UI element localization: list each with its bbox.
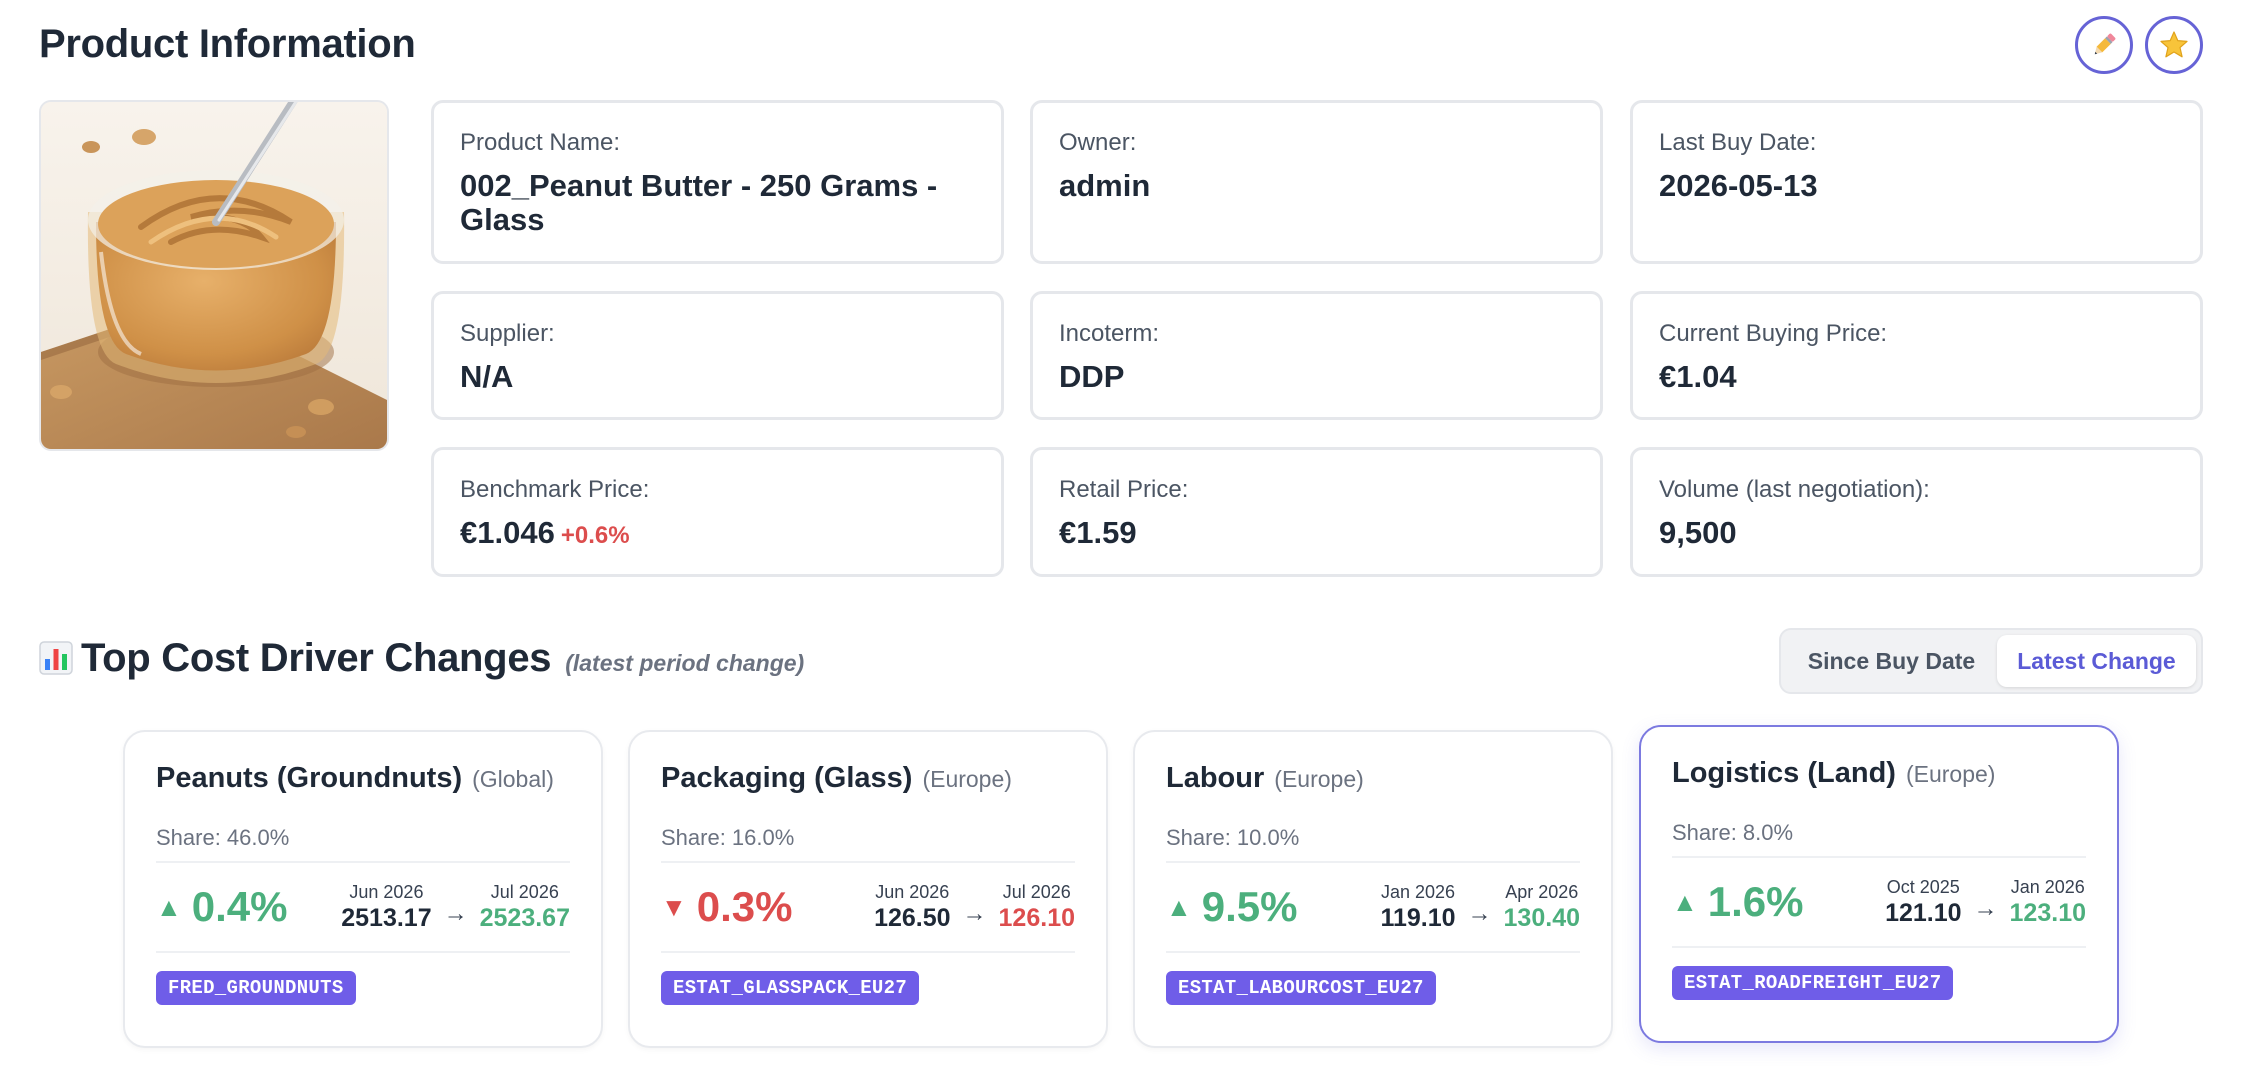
driver-name: Packaging (Glass) — [661, 762, 913, 794]
series-code-badge: ESTAT_LABOURCOST_EU27 — [1166, 971, 1436, 1005]
driver-change-value: 1.6% — [1707, 878, 1804, 925]
benchmark-price-delta: +0.6% — [560, 522, 630, 549]
from-value: 2513.17 — [341, 904, 432, 932]
driver-region: (Europe) — [1905, 761, 1996, 787]
current-buying-price-card: Current Buying Price: €1.04 — [1630, 291, 2203, 420]
edit-button[interactable] — [2075, 16, 2133, 74]
cost-drivers-title: Top Cost Driver Changes — [81, 636, 552, 680]
triangle-up-icon: ▲ — [156, 891, 182, 922]
from-period: Jun 2026 — [875, 882, 950, 902]
peanut-butter-jar-image — [41, 102, 387, 449]
driver-share: Share: 16.0% — [661, 825, 1075, 863]
to-period: Jan 2026 — [2010, 877, 2085, 897]
to-value: 123.10 — [2009, 899, 2086, 927]
from-value: 121.10 — [1885, 899, 1962, 927]
pencil-icon — [2089, 30, 2119, 60]
driver-card-packaging[interactable]: Packaging (Glass) (Europe) Share: 16.0% … — [628, 730, 1108, 1048]
series-code-badge: FRED_GROUNDNUTS — [156, 971, 356, 1005]
triangle-down-icon: ▼ — [661, 891, 687, 922]
arrow-right-icon: → — [1973, 895, 1998, 922]
last-buy-date-label: Last Buy Date: — [1659, 129, 1817, 156]
from-value: 119.10 — [1380, 904, 1456, 932]
volume-value: 9,500 — [1659, 515, 1737, 550]
product-name-label: Product Name: — [460, 129, 621, 156]
arrow-right-icon: → — [443, 900, 468, 927]
to-period: Jul 2026 — [490, 882, 559, 902]
cost-drivers-heading: Top Cost Driver Changes (latest period c… — [39, 636, 804, 681]
driver-change: ▲ 0.4% — [156, 883, 287, 931]
driver-region: (Global) — [472, 766, 554, 792]
driver-name: Logistics (Land) — [1672, 757, 1896, 789]
volume-card: Volume (last negotiation): 9,500 — [1630, 447, 2203, 577]
retail-price-label: Retail Price: — [1059, 476, 1189, 503]
arrow-right-icon: → — [1467, 900, 1492, 927]
driver-share: Share: 46.0% — [156, 825, 570, 863]
last-buy-date-card: Last Buy Date: 2026-05-13 — [1630, 100, 2203, 264]
supplier-card: Supplier: N/A — [431, 291, 1004, 420]
driver-name: Labour — [1166, 762, 1265, 794]
cost-drivers-subtitle: (latest period change) — [565, 650, 805, 676]
triangle-up-icon: ▲ — [1672, 886, 1698, 917]
to-value: 130.40 — [1503, 904, 1580, 932]
driver-change: ▲ 9.5% — [1166, 883, 1297, 931]
driver-share: Share: 10.0% — [1166, 825, 1580, 863]
benchmark-price-card: Benchmark Price: €1.046 +0.6% — [431, 447, 1004, 577]
to-period: Apr 2026 — [1505, 882, 1579, 902]
driver-share: Share: 8.0% — [1672, 820, 2086, 858]
driver-change-value: 0.3% — [696, 883, 793, 930]
driver-change: ▲ 1.6% — [1672, 878, 1803, 926]
product-name-value: 002_Peanut Butter - 250 Grams - Glass — [460, 168, 938, 237]
from-period: Jan 2026 — [1380, 882, 1456, 902]
owner-value: admin — [1059, 168, 1151, 203]
owner-card: Owner: admin — [1030, 100, 1603, 264]
current-buying-price-label: Current Buying Price: — [1659, 320, 1888, 347]
incoterm-value: DDP — [1059, 359, 1125, 394]
series-code-badge: ESTAT_ROADFREIGHT_EU27 — [1672, 966, 1954, 1000]
driver-name: Peanuts (Groundnuts) — [156, 762, 463, 794]
incoterm-label: Incoterm: — [1059, 320, 1160, 347]
bar-chart-icon — [39, 641, 73, 680]
retail-price-value: €1.59 — [1059, 515, 1137, 550]
retail-price-card: Retail Price: €1.59 — [1030, 447, 1603, 577]
benchmark-price-value: €1.046 — [460, 515, 555, 550]
driver-change-value: 0.4% — [191, 883, 288, 930]
current-buying-price-value: €1.04 — [1659, 359, 1737, 394]
driver-change: ▼ 0.3% — [661, 883, 792, 931]
star-icon — [2159, 30, 2189, 60]
last-buy-date-value: 2026-05-13 — [1659, 168, 1818, 203]
supplier-value: N/A — [460, 359, 514, 394]
driver-region: (Europe) — [922, 766, 1012, 792]
driver-card-labour[interactable]: Labour (Europe) Share: 10.0% ▲ 9.5% Jan … — [1133, 730, 1613, 1048]
driver-change-value: 9.5% — [1201, 883, 1298, 930]
series-code-badge: ESTAT_GLASSPACK_EU27 — [661, 971, 920, 1005]
product-image — [39, 100, 389, 451]
owner-label: Owner: — [1059, 129, 1137, 156]
product-name-card: Product Name: 002_Peanut Butter - 250 Gr… — [431, 100, 1004, 264]
supplier-label: Supplier: — [460, 320, 555, 347]
toggle-latest-change[interactable]: Latest Change — [1996, 635, 2196, 687]
from-value: 126.50 — [874, 904, 951, 932]
toggle-since-buy-date[interactable]: Since Buy Date — [1807, 647, 1976, 674]
from-period: Jun 2026 — [349, 882, 424, 902]
page-title: Product Information — [39, 22, 416, 66]
favorite-button[interactable] — [2145, 16, 2203, 74]
to-period: Jul 2026 — [1002, 882, 1071, 902]
to-value: 2523.67 — [479, 904, 570, 932]
benchmark-price-label: Benchmark Price: — [460, 476, 650, 503]
to-value: 126.10 — [998, 904, 1075, 932]
from-period: Oct 2025 — [1886, 877, 1960, 897]
incoterm-card: Incoterm: DDP — [1030, 291, 1603, 420]
volume-label: Volume (last negotiation): — [1659, 476, 1930, 503]
triangle-up-icon: ▲ — [1166, 891, 1192, 922]
driver-card-peanuts[interactable]: Peanuts (Groundnuts) (Global) Share: 46.… — [123, 730, 603, 1048]
arrow-right-icon: → — [962, 900, 987, 927]
period-toggle: Since Buy Date Latest Change — [1779, 628, 2203, 694]
driver-region: (Europe) — [1274, 766, 1364, 792]
driver-card-logistics[interactable]: Logistics (Land) (Europe) Share: 8.0% ▲ … — [1639, 725, 2119, 1043]
